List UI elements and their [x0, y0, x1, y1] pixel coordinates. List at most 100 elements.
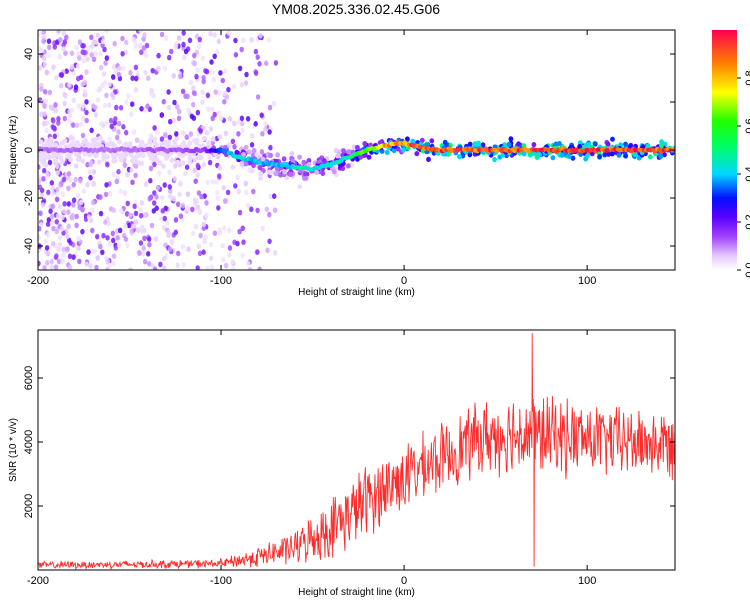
spectrogram-cell — [632, 152, 638, 158]
spectrogram-cell — [168, 118, 173, 125]
spectrogram-cell — [193, 223, 199, 230]
spectrogram-cell — [192, 167, 197, 174]
spectrogram-cell — [90, 248, 95, 255]
spectrogram-cell — [195, 265, 200, 270]
spectrogram-cell — [112, 64, 117, 70]
spectrogram-cell — [62, 100, 67, 107]
spectrogram-cell — [264, 206, 269, 213]
spectrogram-cell — [131, 129, 137, 135]
spectrogram-cell — [62, 115, 67, 122]
spectrogram-cell — [59, 226, 64, 232]
spectrogram-cell — [89, 34, 94, 41]
spectrogram-cell — [187, 159, 193, 165]
spectrogram-cell — [113, 245, 119, 251]
spectrogram-cell — [240, 120, 245, 127]
spectrogram-cell — [200, 99, 205, 105]
spectrogram-cell — [206, 106, 211, 112]
spectrogram-cell — [162, 255, 167, 262]
spectrogram-cell — [118, 227, 123, 234]
spectrogram-cell — [46, 52, 51, 59]
spectrogram-cell — [45, 221, 51, 227]
spectrogram-cell — [177, 108, 182, 115]
spectrogram-cell — [124, 99, 129, 105]
spectrogram-cell — [492, 156, 497, 163]
spectrogram-cell — [123, 223, 128, 230]
spectrogram-cell — [119, 208, 124, 214]
spectrogram-cell — [191, 101, 196, 108]
spectrogram-cell — [98, 210, 104, 217]
spectrogram-cell — [172, 99, 177, 106]
spectrogram-cell — [169, 48, 174, 55]
spectrogram-cell — [225, 189, 231, 196]
spectrogram-cell — [107, 81, 112, 87]
spectrogram-cell — [161, 98, 166, 105]
spectrogram-cell — [241, 239, 246, 245]
spectrogram-cell — [196, 190, 202, 196]
spectrogram-cell — [56, 116, 61, 122]
spectrogram-cell — [83, 91, 88, 98]
spectrogram-cell — [71, 122, 76, 128]
spectrogram-cell — [197, 43, 202, 50]
spectrogram-cell — [169, 195, 174, 201]
spectrogram-cell — [215, 49, 220, 55]
spectrogram-cell — [147, 261, 152, 267]
spectrogram-cell — [61, 30, 67, 37]
spectrogram-cell — [139, 161, 144, 167]
spectrogram-cell — [263, 126, 268, 133]
spectrogram-cell — [204, 68, 210, 75]
spectrogram-cell — [222, 91, 227, 97]
spectrogram-cell — [65, 246, 70, 252]
spectrogram-cell — [521, 151, 527, 157]
spectrogram-cell — [99, 121, 104, 127]
spectrogram-cell — [250, 133, 255, 139]
spectrogram-cell — [197, 36, 202, 43]
spectrogram-cell — [187, 155, 193, 161]
spectrogram-cell — [245, 116, 251, 122]
spectrogram-cell — [45, 152, 50, 158]
spectrogram-cell — [362, 141, 368, 147]
spectrogram-cell — [143, 181, 149, 187]
spectrogram-cell — [362, 152, 368, 158]
spectrogram-cell — [120, 35, 125, 42]
spectrogram-cell — [414, 151, 420, 157]
spectrogram-cell — [142, 235, 147, 242]
spectrogram-cell — [130, 75, 135, 81]
spectrogram-cell — [210, 106, 215, 113]
spectrogram-cell — [232, 144, 237, 150]
spectrogram-cell — [61, 46, 66, 52]
bottom-ylabel: SNR (10 * v/v) — [8, 418, 19, 482]
spectrogram-cell — [100, 38, 106, 45]
spectrogram-cell — [159, 216, 164, 222]
spectrogram-cell — [341, 148, 346, 154]
spectrogram-cell — [658, 153, 664, 159]
spectrogram-cell — [85, 161, 90, 168]
spectrogram-cell — [303, 171, 308, 177]
spectrogram-cell — [45, 260, 50, 266]
spectrogram-cell — [82, 49, 87, 56]
spectrogram-cell — [95, 255, 101, 261]
spectrogram-cell — [231, 266, 236, 270]
spectrogram-cell — [207, 159, 213, 166]
spectrogram-cell — [167, 246, 173, 252]
spectrogram-cell — [237, 209, 243, 216]
top-ytick-label: 20 — [23, 96, 35, 108]
spectrogram-cell — [44, 69, 50, 76]
spectrogram-cell — [49, 264, 55, 270]
spectrogram-cell — [130, 101, 135, 107]
spectrogram-cell — [467, 141, 473, 147]
spectrogram-cell — [472, 141, 478, 147]
spectrogram-cell — [239, 161, 245, 167]
spectrogram-cell — [112, 40, 117, 47]
spectrogram-cell — [233, 183, 238, 189]
spectrogram-cell — [71, 254, 76, 260]
colorbar: 0.00.20.40.60.8Normalized spectral ampli… — [712, 30, 750, 278]
spectrogram-cell — [85, 45, 91, 51]
spectrogram-cell — [76, 245, 81, 251]
spectrogram-cell — [244, 189, 249, 196]
spectrogram-cell — [38, 164, 41, 170]
spectrogram-cell — [124, 39, 129, 46]
spectrogram-cell — [155, 66, 161, 72]
spectrogram-cell — [49, 180, 54, 186]
spectrogram-cell — [250, 152, 256, 158]
spectrogram-cell — [133, 64, 139, 71]
